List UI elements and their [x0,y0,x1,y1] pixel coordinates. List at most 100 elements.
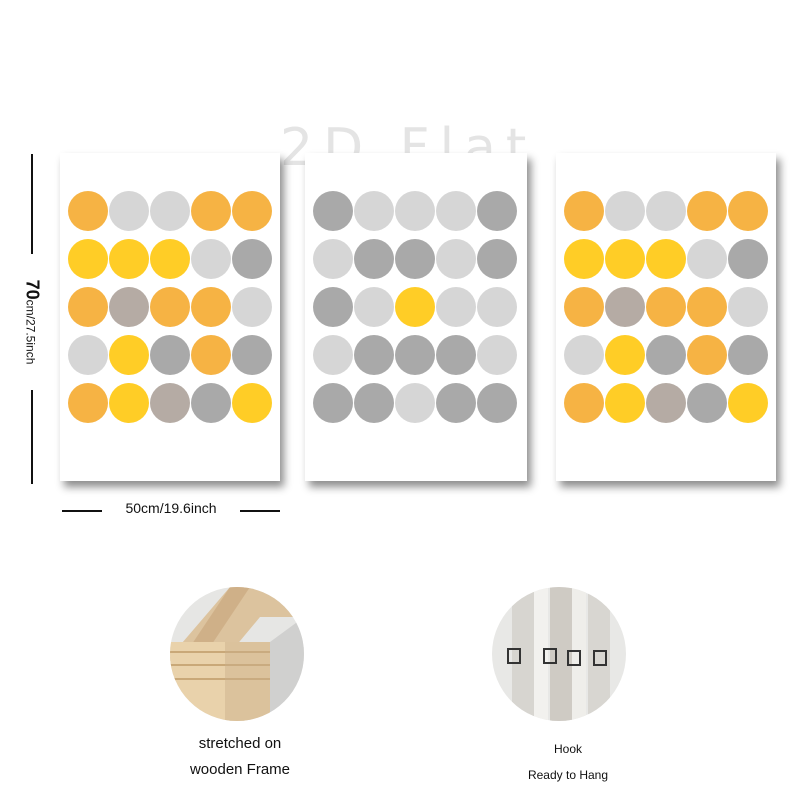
art-dot [564,191,604,231]
art-dot [232,239,272,279]
center-panel-artwork [313,191,517,423]
art-dot [68,239,108,279]
art-dot [605,239,645,279]
art-dot [150,287,190,327]
art-dot [354,239,394,279]
art-dot [150,335,190,375]
art-dot [109,335,149,375]
left-panel [60,153,280,481]
width-line-left [62,510,102,512]
art-dot [477,239,517,279]
art-dot [605,191,645,231]
art-dot [313,335,353,375]
art-dot [436,239,476,279]
art-dot [313,287,353,327]
art-dot [605,335,645,375]
art-dot [68,191,108,231]
art-dot [436,335,476,375]
art-dot [477,383,517,423]
art-dot [564,383,604,423]
art-dot [395,191,435,231]
left-panel-artwork [68,191,272,423]
art-dot [68,335,108,375]
art-dot [313,191,353,231]
art-dot [354,287,394,327]
height-label: 70cm/27.5inch [22,280,43,365]
art-dot [191,239,231,279]
hook-caption: Hook Ready to Hang [478,736,658,788]
art-dot [728,239,768,279]
art-dot [109,287,149,327]
width-value: 50 [125,500,142,516]
art-dot [191,383,231,423]
art-dot [646,191,686,231]
art-dot [646,383,686,423]
art-dot [687,335,727,375]
art-dot [354,383,394,423]
right-panel-artwork [564,191,768,423]
art-dot [150,191,190,231]
art-dot [313,383,353,423]
width-unit: cm/19.6inch [141,500,217,516]
height-line-top [31,154,33,254]
art-dot [150,239,190,279]
art-dot [68,287,108,327]
art-dot [687,287,727,327]
art-dot [687,191,727,231]
art-dot [109,191,149,231]
art-dot [436,287,476,327]
art-dot [232,191,272,231]
height-unit: cm/27.5inch [23,299,38,365]
center-panel [305,153,527,481]
art-dot [646,239,686,279]
hook-caption-line1: Hook [553,742,582,756]
wooden-frame-caption-line1: stretched on [198,735,282,752]
art-dot [436,191,476,231]
art-dot [477,287,517,327]
art-dot [191,335,231,375]
art-dot [232,287,272,327]
hook-caption-line2: Ready to Hang [527,768,609,782]
art-dot [687,239,727,279]
art-dot [395,239,435,279]
width-label: 50cm/19.6inch [125,500,216,516]
art-dot [564,335,604,375]
art-dot [436,383,476,423]
art-dot [564,287,604,327]
art-dot [109,383,149,423]
art-dot [477,335,517,375]
art-dot [477,191,517,231]
art-dot [395,287,435,327]
art-dot [605,287,645,327]
art-dot [191,287,231,327]
art-dot [68,383,108,423]
art-dot [728,383,768,423]
art-dot [109,239,149,279]
art-dot [395,335,435,375]
height-line-bottom [31,390,33,484]
art-dot [150,383,190,423]
art-dot [605,383,645,423]
art-dot [687,383,727,423]
height-value: 70 [22,279,43,300]
art-dot [564,239,604,279]
hook-photo [492,587,626,721]
art-dot [313,239,353,279]
wooden-frame-photo [170,587,304,721]
art-dot [354,191,394,231]
art-dot [191,191,231,231]
art-dot [728,191,768,231]
art-dot [646,287,686,327]
art-dot [728,287,768,327]
wooden-frame-caption-line2: wooden Frame [189,761,291,778]
art-dot [395,383,435,423]
width-dimension: 50cm/19.6inch [62,500,280,522]
art-dot [232,383,272,423]
art-dot [646,335,686,375]
art-dot [728,335,768,375]
wooden-frame-caption: stretched on wooden Frame [150,731,330,783]
width-line-right [240,510,280,512]
height-dimension: 70cm/27.5inch [8,154,54,484]
art-dot [232,335,272,375]
art-dot [354,335,394,375]
